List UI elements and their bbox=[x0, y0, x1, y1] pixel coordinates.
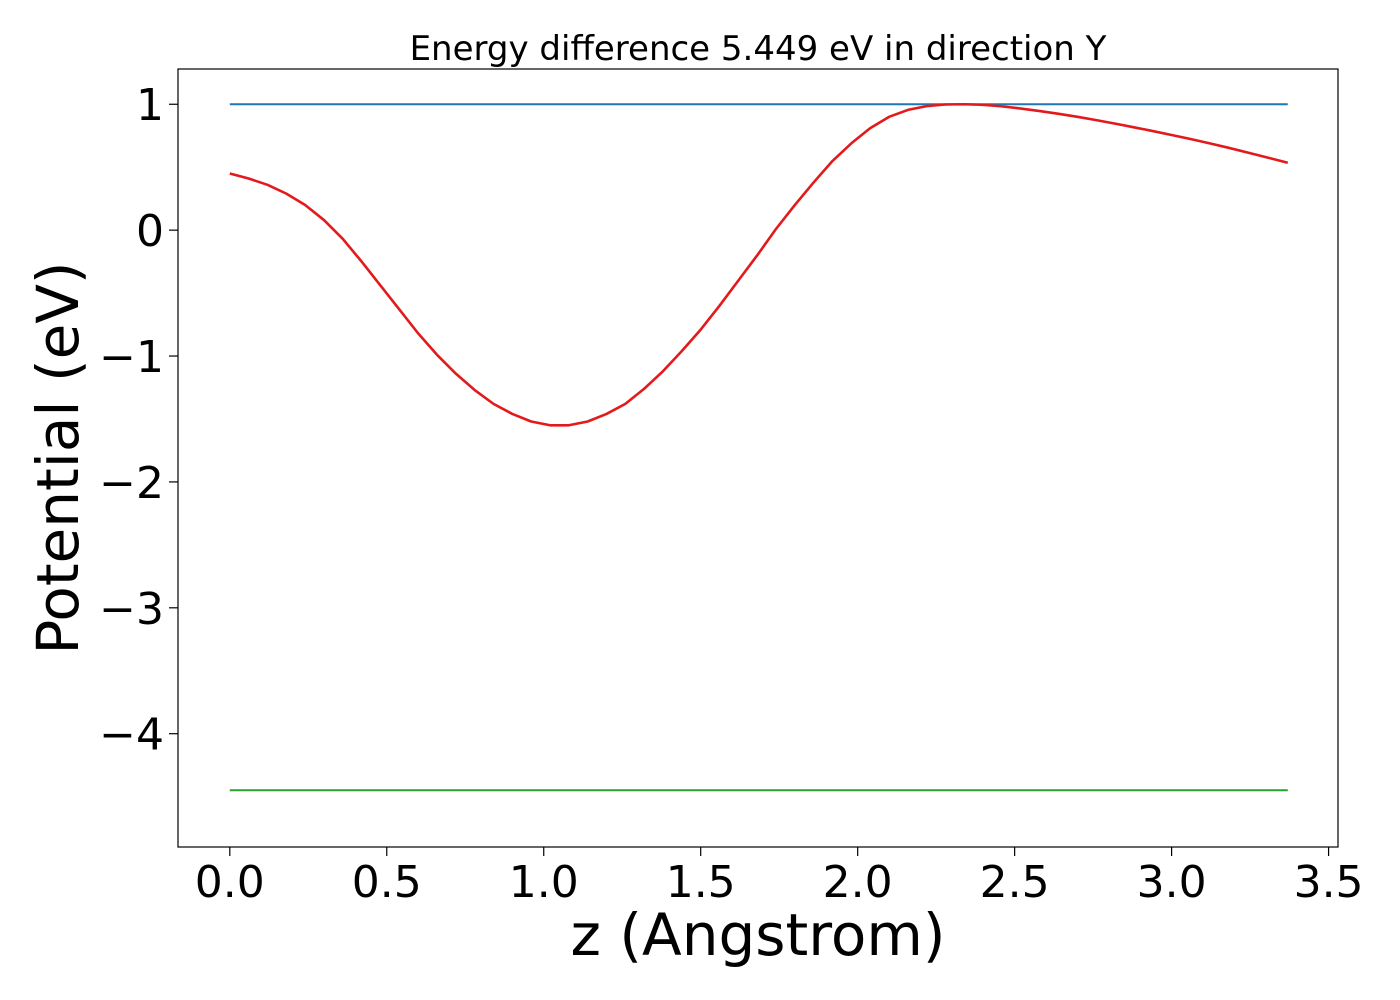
y-tick-label: −4 bbox=[99, 710, 164, 761]
x-axis-label: z (Angstrom) bbox=[571, 901, 946, 969]
x-tick-label: 0.0 bbox=[195, 857, 265, 908]
y-tick-label: 0 bbox=[136, 206, 164, 257]
x-tick-label: 2.0 bbox=[823, 857, 893, 908]
chart-title: Energy difference 5.449 eV in direction … bbox=[410, 29, 1107, 69]
series-line-3 bbox=[229, 102, 1289, 427]
y-axis-label: Potential (eV) bbox=[24, 261, 92, 654]
x-tick-label: 2.5 bbox=[980, 857, 1050, 908]
y-tick-label: −2 bbox=[99, 458, 164, 509]
y-axis-ticks: 1 0 −1 −2 −3 −4 bbox=[99, 80, 178, 761]
y-tick-label: 1 bbox=[136, 80, 164, 131]
y-tick-label: −3 bbox=[99, 584, 164, 635]
x-axis-ticks: 0.0 0.5 1.0 1.5 2.0 2.5 3.0 3.5 bbox=[195, 847, 1364, 908]
plot-frame bbox=[177, 68, 1339, 848]
x-tick-label: 1.0 bbox=[509, 857, 579, 908]
x-tick-label: 3.0 bbox=[1137, 857, 1207, 908]
y-tick-label: −1 bbox=[99, 332, 164, 383]
x-tick-label: 0.5 bbox=[352, 857, 422, 908]
series-layer bbox=[229, 102, 1289, 792]
x-tick-label: 3.5 bbox=[1294, 857, 1364, 908]
x-tick-label: 1.5 bbox=[666, 857, 736, 908]
